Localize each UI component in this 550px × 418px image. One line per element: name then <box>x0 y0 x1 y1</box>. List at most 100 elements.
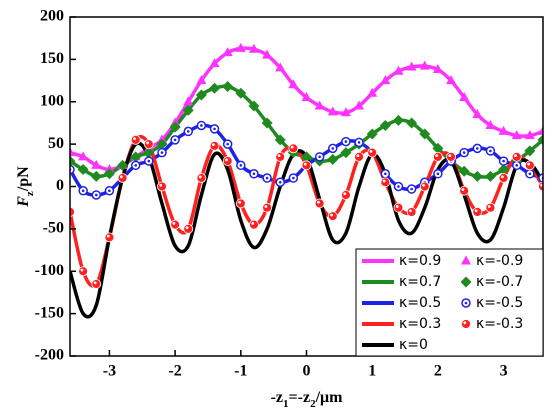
marker <box>195 89 207 101</box>
marker-shine <box>238 200 242 204</box>
marker <box>314 100 325 110</box>
marker <box>183 96 194 106</box>
marker <box>91 190 102 200</box>
marker <box>538 125 543 135</box>
marker-body <box>301 160 312 171</box>
marker <box>472 143 483 154</box>
marker <box>379 119 391 131</box>
legend-label: κ=-0.3 <box>476 316 523 332</box>
marker-shine <box>448 154 452 158</box>
marker <box>235 42 246 52</box>
marker-dot <box>292 176 295 180</box>
marker-body <box>367 147 378 158</box>
marker-dot <box>318 155 321 159</box>
marker-dot <box>213 127 216 131</box>
marker-dot <box>134 164 137 167</box>
marker-dot <box>265 176 269 180</box>
marker <box>327 211 338 222</box>
marker <box>461 298 471 308</box>
marker <box>498 164 510 176</box>
legend-label: κ=0.3 <box>399 316 441 332</box>
marker-dot <box>186 130 190 133</box>
marker-body <box>511 151 522 162</box>
marker <box>301 151 312 163</box>
marker <box>104 185 115 196</box>
y-tick-label: 100 <box>40 92 64 109</box>
marker <box>91 279 102 289</box>
marker <box>459 147 469 158</box>
marker-body <box>380 177 391 188</box>
marker-shine <box>463 321 467 325</box>
marker-shine <box>277 154 281 158</box>
marker-dot <box>436 172 440 176</box>
marker-dot <box>226 142 229 146</box>
marker <box>406 207 417 217</box>
marker <box>340 147 352 159</box>
marker <box>446 75 457 85</box>
x-tick-label: 3 <box>500 363 508 380</box>
marker-dot <box>464 301 468 305</box>
marker <box>288 173 299 183</box>
marker-body <box>393 202 404 213</box>
y-axis-label-part: /pN <box>15 166 32 192</box>
marker <box>380 177 391 188</box>
marker-body <box>183 223 194 234</box>
marker <box>419 128 431 140</box>
marker <box>366 128 378 140</box>
legend-label: κ=0.7 <box>399 274 441 290</box>
marker-shine <box>172 222 176 225</box>
marker <box>261 117 273 129</box>
marker <box>498 156 509 166</box>
marker <box>274 134 286 146</box>
marker <box>91 159 102 169</box>
marker <box>104 232 115 243</box>
marker-shine <box>409 209 412 213</box>
marker <box>262 49 273 59</box>
marker <box>511 130 522 140</box>
x-axis-label: -z1=-z2/μm <box>271 389 344 410</box>
marker <box>130 134 141 145</box>
marker-dot <box>528 172 532 176</box>
marker <box>380 169 391 179</box>
marker-body <box>354 151 364 162</box>
y-axis-label-part: z <box>24 191 36 196</box>
marker <box>248 43 259 53</box>
marker-shine <box>435 154 439 158</box>
y-tick-label: 150 <box>40 50 64 67</box>
marker <box>169 121 181 133</box>
marker <box>157 147 167 158</box>
marker-body <box>406 207 417 217</box>
marker-shine <box>343 192 347 196</box>
marker-shine <box>422 183 425 187</box>
marker <box>432 151 443 162</box>
marker-shine <box>198 175 202 179</box>
x-axis-label-part: -z <box>271 389 283 406</box>
marker <box>130 160 141 171</box>
marker-shine <box>317 200 320 204</box>
marker <box>196 120 207 131</box>
marker <box>472 207 483 217</box>
marker-dot <box>397 185 400 188</box>
marker <box>314 152 325 162</box>
marker <box>275 151 286 162</box>
marker <box>222 80 234 92</box>
marker <box>433 169 443 179</box>
marker-shine <box>225 158 228 162</box>
marker-body <box>222 156 233 166</box>
marker <box>183 223 194 234</box>
marker <box>103 168 115 180</box>
series-line <box>70 46 543 172</box>
y-tick-label: 50 <box>48 135 64 152</box>
marker-shine <box>146 141 150 145</box>
marker <box>130 151 142 163</box>
marker-dot <box>200 124 203 127</box>
marker <box>340 107 351 117</box>
marker-shine <box>474 209 478 213</box>
marker-body <box>288 143 299 154</box>
marker <box>485 202 496 213</box>
marker <box>459 92 470 102</box>
marker-shine <box>185 226 189 230</box>
marker <box>461 255 471 265</box>
marker-shine <box>395 205 399 208</box>
marker <box>432 142 444 154</box>
